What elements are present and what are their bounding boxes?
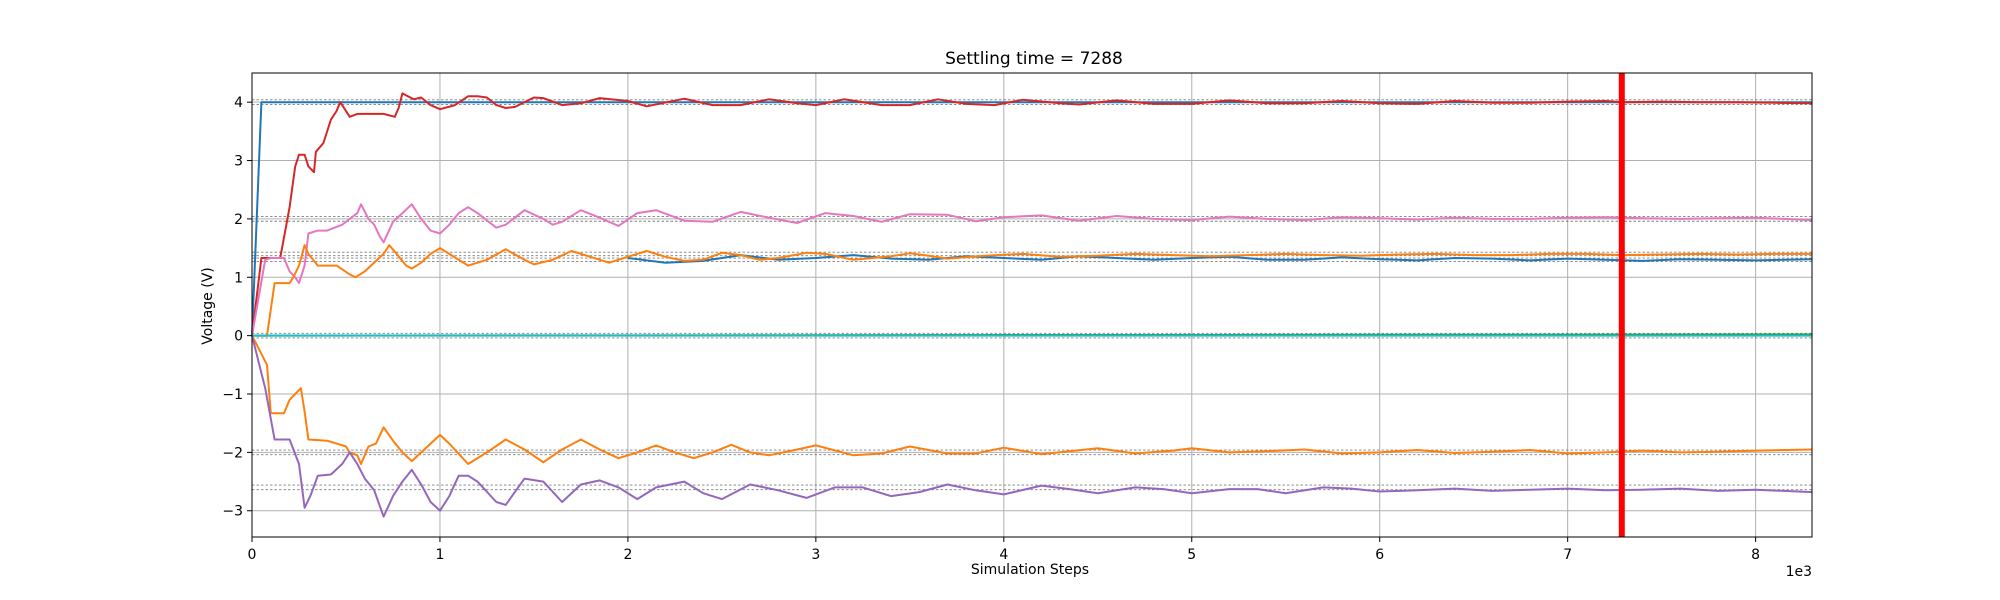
series-line: [252, 244, 1812, 337]
chart-title: Settling time = 7288: [945, 49, 1123, 69]
plot-frame: [251, 72, 1813, 538]
axes: [247, 72, 1813, 542]
x-tick-label: 5: [1187, 547, 1196, 563]
x-tick-label: 0: [248, 547, 257, 563]
grid: [251, 73, 1812, 537]
x-tick-label: 1: [435, 547, 444, 563]
x-tick-label: 2: [623, 547, 632, 563]
series-line: [251, 101, 1812, 336]
series-line: [251, 335, 1813, 465]
series-line: [251, 335, 1813, 518]
x-tick-label: 6: [1375, 547, 1384, 563]
x-tick-label: 4: [999, 547, 1008, 563]
x-axis-label: Simulation Steps: [971, 562, 1089, 578]
y-tick-label: 1: [234, 270, 243, 286]
x-tick-label: 8: [1751, 547, 1760, 563]
y-tick-label: −3: [222, 504, 243, 520]
y-tick-label: 4: [234, 95, 243, 111]
y-tick-label: 3: [234, 154, 243, 170]
y-tick-label: 0: [234, 329, 243, 345]
reference-lines: [252, 99, 1812, 491]
tick-labels: 0 1 2 3 4 5 6 7 8 −3 −2 −1 0 1 2 3 4: [222, 95, 1760, 563]
x-tick-label: 7: [1563, 547, 1572, 563]
x-tick-label: 3: [811, 547, 820, 563]
y-tick-label: −1: [222, 387, 243, 403]
x-axis-multiplier: 1e3: [1786, 564, 1812, 580]
series-group: [251, 92, 1813, 518]
series-line: [251, 203, 1813, 336]
y-tick-label: 2: [234, 212, 243, 228]
y-axis-label: Voltage (V): [200, 267, 216, 344]
y-tick-label: −2: [222, 445, 243, 461]
series-line: [627, 254, 1813, 264]
series-line: [251, 92, 1813, 336]
